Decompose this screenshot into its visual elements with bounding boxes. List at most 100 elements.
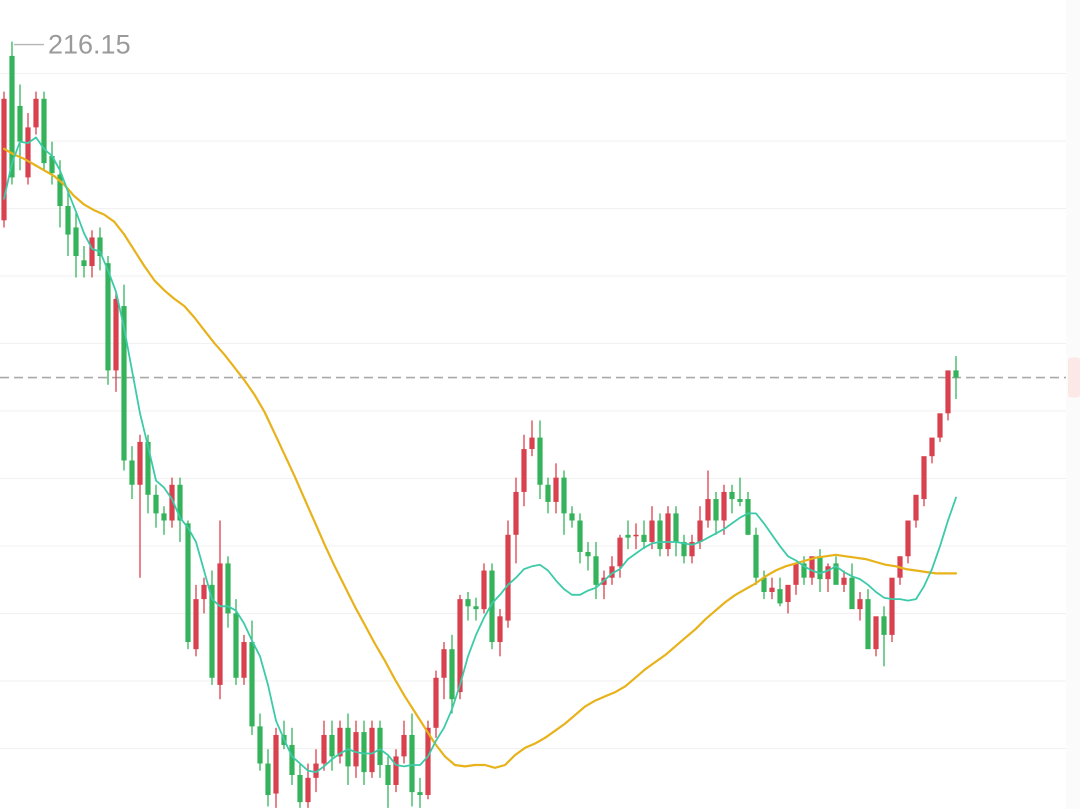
candle xyxy=(105,256,111,385)
candle-body xyxy=(129,460,135,485)
candle xyxy=(561,470,567,535)
candle xyxy=(129,446,135,500)
candle xyxy=(865,589,871,650)
candle-body xyxy=(41,98,47,164)
candle-body xyxy=(761,577,767,592)
candle-body xyxy=(473,606,479,610)
candle-body xyxy=(737,499,743,502)
moving-average-long-line xyxy=(2,147,958,769)
candle-body xyxy=(537,437,543,485)
candle-body xyxy=(273,734,279,794)
candle-body xyxy=(721,491,727,521)
candle-body xyxy=(505,534,511,621)
candle xyxy=(193,584,199,657)
candle xyxy=(889,577,895,643)
candle xyxy=(921,456,927,507)
candle xyxy=(329,720,335,771)
candle-body xyxy=(777,589,783,604)
candle-body xyxy=(385,764,391,785)
candle-body xyxy=(889,577,895,635)
candle xyxy=(497,609,503,657)
candle xyxy=(729,484,735,514)
candle-body xyxy=(193,599,199,650)
candle-body xyxy=(81,260,87,267)
candle-body xyxy=(825,566,831,580)
candle-body xyxy=(393,756,399,785)
right-price-strip xyxy=(1066,0,1080,809)
candle xyxy=(513,477,519,564)
candle xyxy=(913,494,919,528)
candle-body xyxy=(793,563,799,585)
candle xyxy=(65,191,71,257)
candle xyxy=(217,520,223,700)
candle-body xyxy=(713,499,719,521)
candle-body xyxy=(881,616,887,635)
candle xyxy=(185,520,191,650)
candle xyxy=(601,570,607,600)
candle xyxy=(481,563,487,614)
candle-body xyxy=(561,477,567,514)
candle xyxy=(465,591,471,621)
candle xyxy=(209,570,215,685)
candle-body xyxy=(185,523,191,643)
candle xyxy=(737,477,743,507)
candle xyxy=(177,477,183,542)
candle-body xyxy=(257,726,263,764)
candle-body xyxy=(305,777,311,803)
candle-body xyxy=(577,520,583,552)
candle-body xyxy=(953,370,959,378)
candle xyxy=(849,563,855,610)
candle-body xyxy=(945,370,951,414)
candle-body xyxy=(121,306,127,461)
candle xyxy=(945,370,951,421)
candle xyxy=(369,720,375,778)
candle xyxy=(681,534,687,564)
candle xyxy=(641,520,647,550)
candle xyxy=(937,413,943,442)
candle-body xyxy=(497,616,503,643)
candle-body xyxy=(937,413,943,438)
gridlines xyxy=(0,73,1066,749)
candle-body xyxy=(433,677,439,728)
candle-body xyxy=(313,763,319,778)
candle xyxy=(585,541,591,571)
candle xyxy=(473,597,479,621)
candle-body xyxy=(425,727,431,795)
candle xyxy=(337,720,343,764)
candle-body xyxy=(201,584,207,600)
candle-body xyxy=(929,437,935,457)
candle xyxy=(777,577,783,607)
candle-body xyxy=(177,484,183,521)
candle-body xyxy=(217,563,223,685)
candle xyxy=(81,246,87,278)
candle-body xyxy=(457,599,463,693)
candle xyxy=(689,534,695,564)
candle-body xyxy=(409,734,415,793)
candle xyxy=(137,434,143,578)
candle-body xyxy=(209,584,215,678)
candle xyxy=(881,606,887,667)
candle xyxy=(25,113,31,185)
candle xyxy=(769,577,775,600)
candle xyxy=(857,591,863,621)
candle-body xyxy=(809,556,815,578)
candle xyxy=(953,356,959,399)
candle-body xyxy=(145,441,151,495)
candle-body xyxy=(321,734,327,764)
candle-body xyxy=(17,105,23,142)
candle-body xyxy=(633,534,639,537)
candle-body xyxy=(785,584,791,602)
candle xyxy=(673,506,679,557)
candle-body xyxy=(585,551,591,557)
candle xyxy=(441,642,447,700)
candle-body xyxy=(665,513,671,550)
candle-body xyxy=(913,494,919,521)
candle-body xyxy=(593,556,599,585)
current-price-marker xyxy=(1068,357,1080,398)
candle-body xyxy=(849,577,855,610)
candle-body xyxy=(105,263,111,371)
candle-body xyxy=(921,456,927,500)
candle-body xyxy=(169,484,175,521)
candle-body xyxy=(553,477,559,502)
candle-body xyxy=(49,155,55,174)
